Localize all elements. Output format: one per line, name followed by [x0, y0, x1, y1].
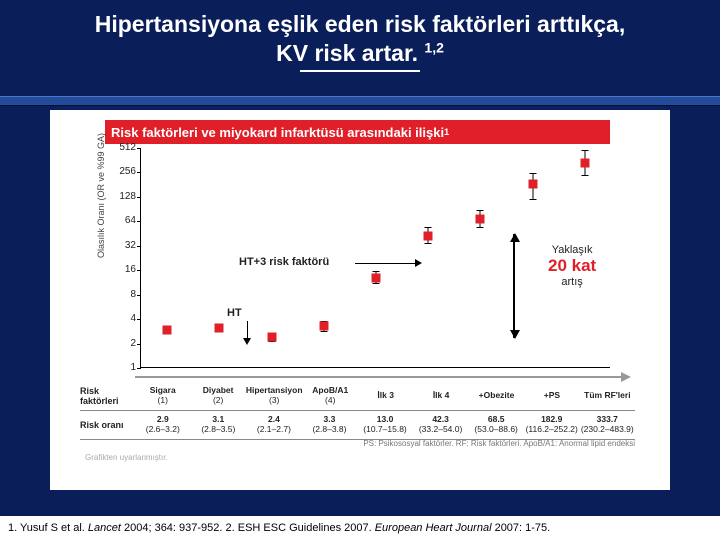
y-tick-mark — [137, 344, 141, 345]
y-tick-label: 512 — [108, 142, 136, 153]
data-marker — [528, 180, 537, 189]
odds-ratio-cell: 42.3(33.2–54.0) — [413, 415, 469, 435]
x-category-label: Diyabet(2) — [190, 386, 245, 406]
callout-text: Yaklaşık 20 kat artış — [548, 244, 596, 288]
data-marker — [476, 214, 485, 223]
odds-ratio-cell: 68.5(53.0–88.6) — [468, 415, 524, 435]
annotation-ht3: HT+3 risk faktörü — [239, 256, 329, 268]
callout-big: 20 kat — [548, 256, 596, 275]
y-tick-label: 128 — [108, 191, 136, 202]
odds-ratio-cell: 3.3(2.8–3.8) — [302, 415, 358, 435]
annotation-ht: HT — [227, 307, 242, 319]
arrow-ht3-line — [355, 263, 417, 264]
callout-top: Yaklaşık — [552, 244, 593, 256]
adapted-note: Grafikten uyarlanmıştır. — [85, 453, 168, 462]
y-tick-mark — [137, 270, 141, 271]
callout-bottom: artış — [561, 276, 582, 288]
x-category-label: ApoB/A1(4) — [303, 386, 358, 406]
odds-ratio-row-label: Risk oranı — [80, 420, 135, 430]
data-marker — [163, 326, 172, 335]
y-axis-label: Olasılık Oranı (OR ve %99 GA) — [96, 133, 106, 258]
data-marker — [424, 231, 433, 240]
references-text: 1. Yusuf S et al. Lancet 2004; 364: 937-… — [8, 522, 550, 534]
title-superscript: 1,2 — [424, 39, 443, 55]
callout-double-arrow — [513, 234, 515, 338]
data-marker — [319, 321, 328, 330]
x-category-label: Tüm RF'leri — [580, 391, 635, 401]
chart-title-bar: Risk faktörleri ve miyokard infarktüsü a… — [105, 120, 610, 144]
data-marker — [372, 273, 381, 282]
y-tick-mark — [137, 368, 141, 369]
y-tick-mark — [137, 295, 141, 296]
divider-strip — [0, 96, 720, 106]
odds-ratio-cell: 333.7(230.2–483.9) — [580, 415, 636, 435]
x-axis-table: Risk faktörleri Sigara(1)Diyabet(2)Hiper… — [80, 372, 635, 440]
x-axis-long-arrow — [135, 372, 631, 382]
y-tick-mark — [137, 319, 141, 320]
y-tick-label: 2 — [108, 338, 136, 349]
odds-ratio-cell: 3.1(2.8–3.5) — [191, 415, 247, 435]
y-tick-label: 32 — [108, 240, 136, 251]
y-tick-label: 64 — [108, 215, 136, 226]
title-line1: Hipertansiyona eşlik eden risk faktörler… — [95, 11, 626, 37]
odds-ratio-row: Risk oranı 2.9(2.6–3.2)3.1(2.8–3.5)2.4(2… — [80, 411, 635, 440]
y-tick-mark — [137, 197, 141, 198]
y-tick-mark — [137, 221, 141, 222]
x-category-label: İlk 3 — [358, 391, 413, 401]
y-tick-mark — [137, 172, 141, 173]
data-marker — [215, 324, 224, 333]
x-category-label: +Obezite — [469, 391, 524, 401]
y-tick-label: 4 — [108, 313, 136, 324]
chart-container: Risk faktörleri ve miyokard infarktüsü a… — [50, 110, 670, 490]
odds-ratio-cell: 2.9(2.6–3.2) — [135, 415, 191, 435]
chart-title-sup: 1 — [444, 127, 449, 137]
arrow-ht3-head — [415, 259, 422, 267]
data-marker — [267, 333, 276, 342]
y-tick-label: 8 — [108, 289, 136, 300]
risk-factors-row-label: Risk faktörleri — [80, 386, 135, 406]
y-tick-mark — [137, 246, 141, 247]
data-marker — [580, 159, 589, 168]
x-category-label: Hipertansiyon(3) — [246, 386, 303, 406]
title-underline — [300, 70, 420, 72]
y-tick-mark — [137, 148, 141, 149]
title-line2: KV risk artar. — [276, 40, 418, 66]
odds-ratio-cell: 182.9(116.2–252.2) — [524, 415, 580, 435]
references: 1. Yusuf S et al. Lancet 2004; 364: 937-… — [0, 516, 720, 540]
arrow-ht-head — [243, 338, 251, 345]
plot-area: HT HT+3 risk faktörü — [140, 148, 610, 368]
odds-ratio-cell: 2.4(2.1–2.7) — [246, 415, 302, 435]
risk-factors-row: Risk faktörleri Sigara(1)Diyabet(2)Hiper… — [80, 382, 635, 411]
chart-title-text: Risk faktörleri ve miyokard infarktüsü a… — [111, 125, 444, 140]
slide-root: Hipertansiyona eşlik eden risk faktörler… — [0, 0, 720, 540]
y-tick-label: 256 — [108, 166, 136, 177]
y-tick-label: 16 — [108, 264, 136, 275]
x-category-label: +PS — [524, 391, 579, 401]
page-title: Hipertansiyona eşlik eden risk faktörler… — [0, 0, 720, 72]
abbreviation-note: PS: Psikososyal faktörler. RF: Risk fakt… — [363, 439, 635, 448]
x-category-label: İlk 4 — [413, 391, 468, 401]
x-category-label: Sigara(1) — [135, 386, 190, 406]
odds-ratio-cell: 13.0(10.7–15.8) — [357, 415, 413, 435]
